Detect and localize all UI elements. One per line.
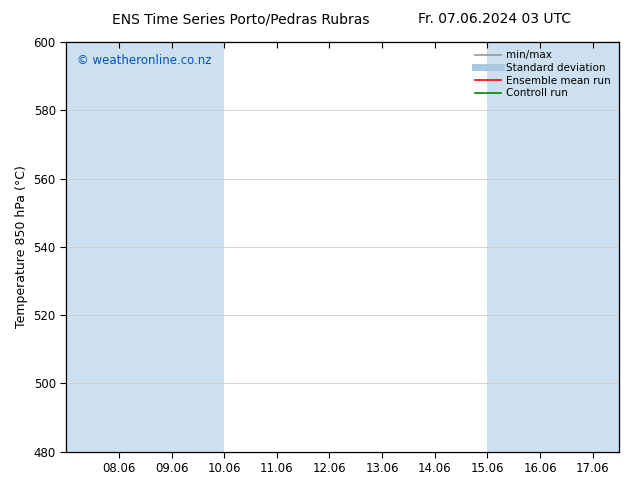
- Legend: min/max, Standard deviation, Ensemble mean run, Controll run: min/max, Standard deviation, Ensemble me…: [472, 47, 614, 101]
- Y-axis label: Temperature 850 hPa (°C): Temperature 850 hPa (°C): [15, 166, 28, 328]
- Bar: [488, 42, 619, 452]
- Text: ENS Time Series Porto/Pedras Rubras: ENS Time Series Porto/Pedras Rubras: [112, 12, 370, 26]
- Text: © weatheronline.co.nz: © weatheronline.co.nz: [77, 54, 212, 67]
- Text: Fr. 07.06.2024 03 UTC: Fr. 07.06.2024 03 UTC: [418, 12, 571, 26]
- Bar: [66, 42, 224, 452]
